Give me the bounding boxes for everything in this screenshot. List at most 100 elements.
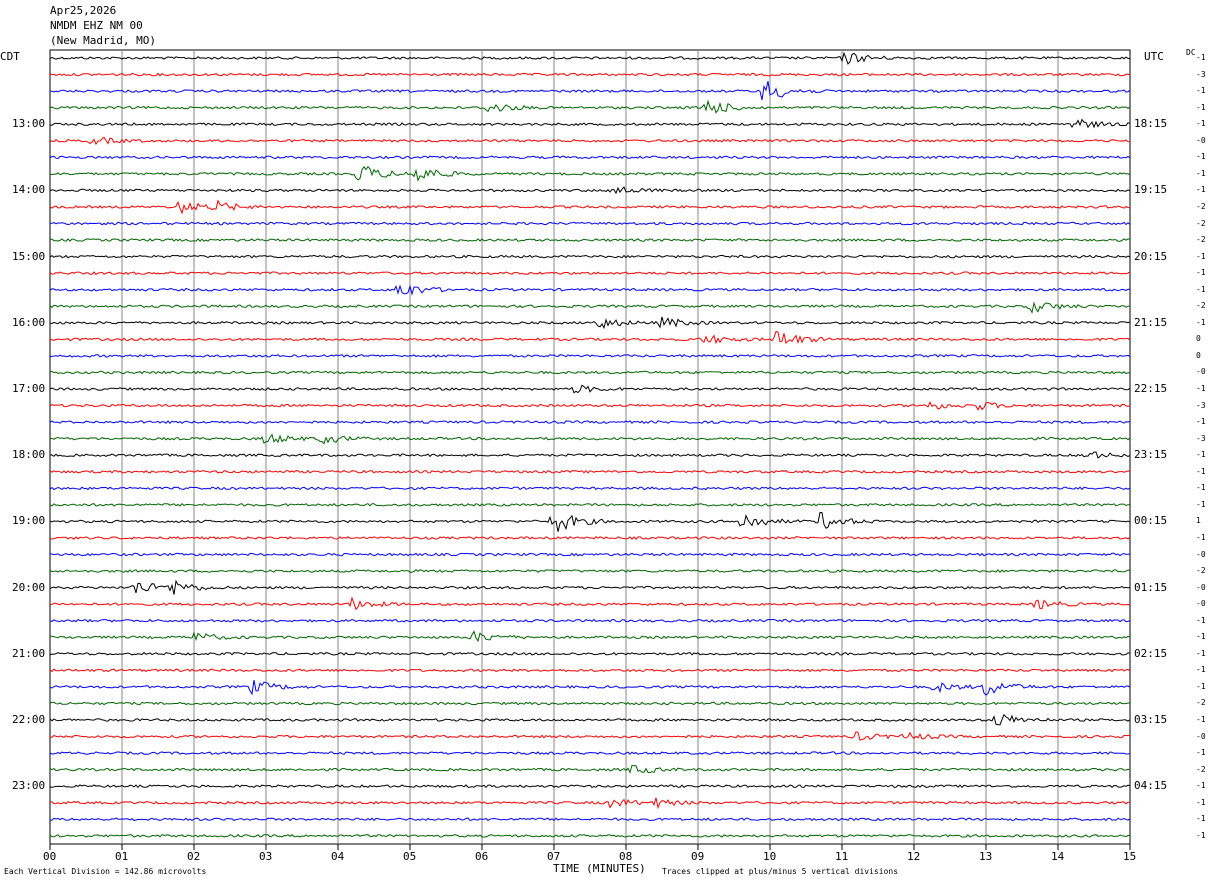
dc-value: -3 — [1196, 433, 1206, 443]
dc-value: -0 — [1196, 731, 1206, 741]
time-grid — [49, 49, 1131, 845]
dc-value: -1 — [1196, 102, 1206, 112]
x-tick-label: 08 — [619, 850, 633, 863]
seismic-trace — [49, 99, 1131, 114]
utc-time-label: 01:15 — [1134, 580, 1168, 594]
dc-value: -1 — [1196, 715, 1206, 724]
dc-value: -1 — [1196, 251, 1206, 261]
dc-value: -0 — [1196, 599, 1206, 609]
seismic-trace — [49, 764, 1131, 774]
x-tick-label: 09 — [691, 850, 705, 863]
dc-value: -1 — [1196, 797, 1206, 807]
seismic-trace — [49, 701, 1130, 706]
utc-time-label: 20:15 — [1134, 249, 1168, 263]
cdt-time-label: 22:00 — [12, 713, 46, 726]
dc-value: -1 — [1196, 615, 1206, 625]
dc-value: -1 — [1196, 417, 1206, 427]
dc-value: -0 — [1196, 582, 1206, 592]
x-tick-label: 01 — [115, 850, 129, 863]
seismic-trace — [49, 569, 1131, 573]
seismic-trace — [49, 630, 1131, 643]
dc-value: -1 — [1196, 814, 1206, 824]
x-tick-label: 13 — [979, 850, 993, 863]
dc-value: -1 — [1196, 648, 1206, 658]
seismic-trace — [49, 155, 1131, 160]
cdt-time-label: 17:00 — [12, 382, 46, 395]
utc-time-label: 22:15 — [1134, 382, 1168, 395]
x-tick-label: 11 — [835, 850, 849, 863]
dc-value: -1 — [1196, 168, 1206, 178]
seismic-trace — [49, 552, 1131, 557]
seismic-trace — [49, 502, 1131, 507]
cdt-time-label: 18:00 — [12, 448, 46, 462]
cdt-time-label: 20:00 — [12, 580, 46, 594]
seismic-trace — [49, 451, 1131, 459]
header-date: Apr25,2026 — [50, 4, 117, 17]
dc-value: -1 — [1196, 781, 1206, 791]
dc-label: DC — [1186, 48, 1196, 57]
x-tick-label: 05 — [403, 850, 417, 863]
dc-value: -3 — [1196, 400, 1206, 410]
seismic-trace — [49, 136, 1131, 146]
utc-time-label: 19:15 — [1134, 183, 1168, 197]
dc-value: -1 — [1196, 86, 1206, 96]
header-station: NMDM EHZ NM 00 — [50, 19, 143, 32]
seismic-trace — [49, 330, 1131, 345]
cdt-time-label: 16:00 — [12, 315, 46, 329]
seismic-trace — [49, 680, 1131, 696]
seismic-trace — [49, 668, 1131, 673]
seismic-trace — [49, 199, 1130, 215]
dc-value: -1 — [1196, 466, 1206, 476]
seismic-trace — [49, 651, 1131, 656]
dc-value: -1 — [1196, 268, 1206, 278]
dc-value: -1 — [1196, 681, 1206, 691]
x-tick-label: 04 — [331, 850, 345, 863]
x-tick-label: 06 — [475, 850, 489, 863]
cdt-time-label: 14:00 — [12, 183, 46, 197]
dc-value: -2 — [1196, 301, 1206, 311]
seismic-trace — [49, 751, 1131, 755]
x-tick-label: 03 — [259, 850, 273, 863]
seismic-trace — [49, 713, 1131, 726]
dc-value: -2 — [1196, 218, 1206, 228]
x-axis — [49, 844, 1131, 850]
dc-value: -1 — [1196, 384, 1206, 393]
dc-value: -1 — [1196, 830, 1206, 840]
seismic-trace — [49, 797, 1131, 810]
utc-label: UTC — [1144, 50, 1164, 63]
seismic-trace — [49, 271, 1131, 275]
dc-value: 0 — [1196, 350, 1201, 360]
cdt-label: CDT — [0, 50, 20, 63]
seismic-trace — [49, 486, 1131, 491]
trace-group — [49, 51, 1131, 838]
dc-value: -1 — [1196, 499, 1206, 509]
dc-value: -1 — [1196, 632, 1206, 642]
seismic-trace — [49, 579, 1131, 595]
seismic-trace — [49, 400, 1131, 411]
scale-note: Each Vertical Division = 142.86 microvol… — [4, 867, 207, 876]
cdt-time-label: 21:00 — [12, 646, 46, 660]
plot-frame — [49, 49, 1131, 845]
dc-value: -1 — [1196, 450, 1206, 460]
seismic-trace — [49, 370, 1131, 375]
x-axis-label: TIME (MINUTES) — [553, 862, 646, 875]
x-tick-label: 07 — [547, 850, 561, 863]
dc-value: -0 — [1196, 135, 1206, 145]
seismic-trace — [49, 284, 1131, 296]
x-tick-label: 15 — [1123, 850, 1137, 863]
seismic-trace — [49, 301, 1131, 314]
seismic-trace — [49, 316, 1131, 330]
utc-time-label: 00:15 — [1134, 514, 1168, 528]
dc-value: -1 — [1196, 119, 1206, 129]
seismic-trace — [49, 511, 1131, 532]
header-location: (New Madrid, MO) — [50, 34, 156, 47]
seismic-trace — [49, 165, 1131, 182]
dc-value: -1 — [1196, 483, 1206, 493]
utc-time-label: 02:15 — [1134, 646, 1168, 660]
dc-value: -2 — [1196, 201, 1206, 211]
seismic-trace — [49, 238, 1131, 242]
cdt-time-label: 19:00 — [12, 514, 46, 528]
seismic-trace — [49, 433, 1131, 445]
dc-value: -1 — [1196, 532, 1206, 542]
